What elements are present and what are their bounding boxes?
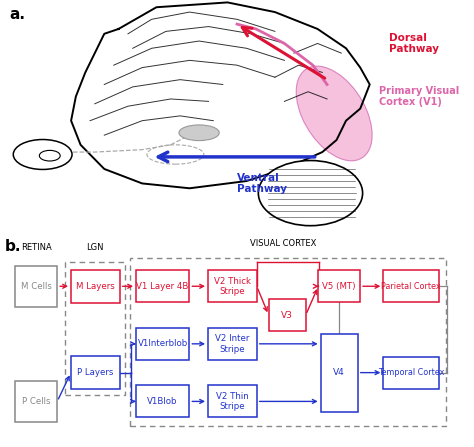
Text: V3: V3 (281, 311, 293, 320)
FancyBboxPatch shape (383, 357, 439, 388)
Text: V5 (MT): V5 (MT) (322, 282, 356, 291)
Circle shape (13, 139, 72, 169)
Ellipse shape (258, 160, 363, 226)
Circle shape (39, 150, 60, 161)
FancyBboxPatch shape (16, 266, 57, 307)
Text: V2 Inter
Stripe: V2 Inter Stripe (215, 334, 249, 354)
Ellipse shape (296, 66, 372, 161)
Text: V4: V4 (333, 368, 345, 377)
Ellipse shape (179, 125, 219, 141)
Text: Ventral
Pathway: Ventral Pathway (237, 173, 287, 194)
Text: LGN: LGN (87, 243, 104, 252)
FancyBboxPatch shape (16, 381, 57, 422)
Text: Temporal Cortex: Temporal Cortex (378, 368, 445, 377)
Text: M Cells: M Cells (21, 282, 52, 291)
FancyBboxPatch shape (136, 270, 190, 302)
FancyBboxPatch shape (320, 333, 358, 412)
FancyBboxPatch shape (71, 270, 120, 303)
Text: V1 Layer 4B: V1 Layer 4B (137, 282, 189, 291)
FancyBboxPatch shape (136, 385, 190, 417)
FancyBboxPatch shape (208, 385, 257, 417)
FancyBboxPatch shape (269, 299, 306, 331)
Text: RETINA: RETINA (21, 243, 52, 252)
Text: VISUAL CORTEX: VISUAL CORTEX (250, 239, 317, 248)
Text: Parietal Cortex: Parietal Cortex (382, 282, 441, 291)
Text: V1Blob: V1Blob (147, 397, 178, 406)
Polygon shape (71, 2, 370, 188)
Text: a.: a. (9, 7, 26, 22)
FancyBboxPatch shape (136, 328, 190, 360)
FancyBboxPatch shape (208, 328, 257, 360)
Text: Primary Visual
Cortex (V1): Primary Visual Cortex (V1) (379, 86, 459, 107)
Text: b.: b. (5, 239, 21, 254)
FancyBboxPatch shape (71, 356, 120, 389)
FancyBboxPatch shape (318, 270, 360, 302)
Text: M Layers: M Layers (76, 282, 115, 291)
Text: V1Interblob: V1Interblob (137, 339, 188, 348)
Text: P Layers: P Layers (77, 368, 113, 377)
FancyBboxPatch shape (383, 270, 439, 302)
Text: V2 Thick
Stripe: V2 Thick Stripe (214, 277, 251, 296)
Text: Dorsal
Pathway: Dorsal Pathway (389, 33, 438, 54)
Text: V2 Thin
Stripe: V2 Thin Stripe (216, 392, 249, 411)
Text: P Cells: P Cells (22, 397, 51, 406)
FancyBboxPatch shape (208, 270, 257, 302)
